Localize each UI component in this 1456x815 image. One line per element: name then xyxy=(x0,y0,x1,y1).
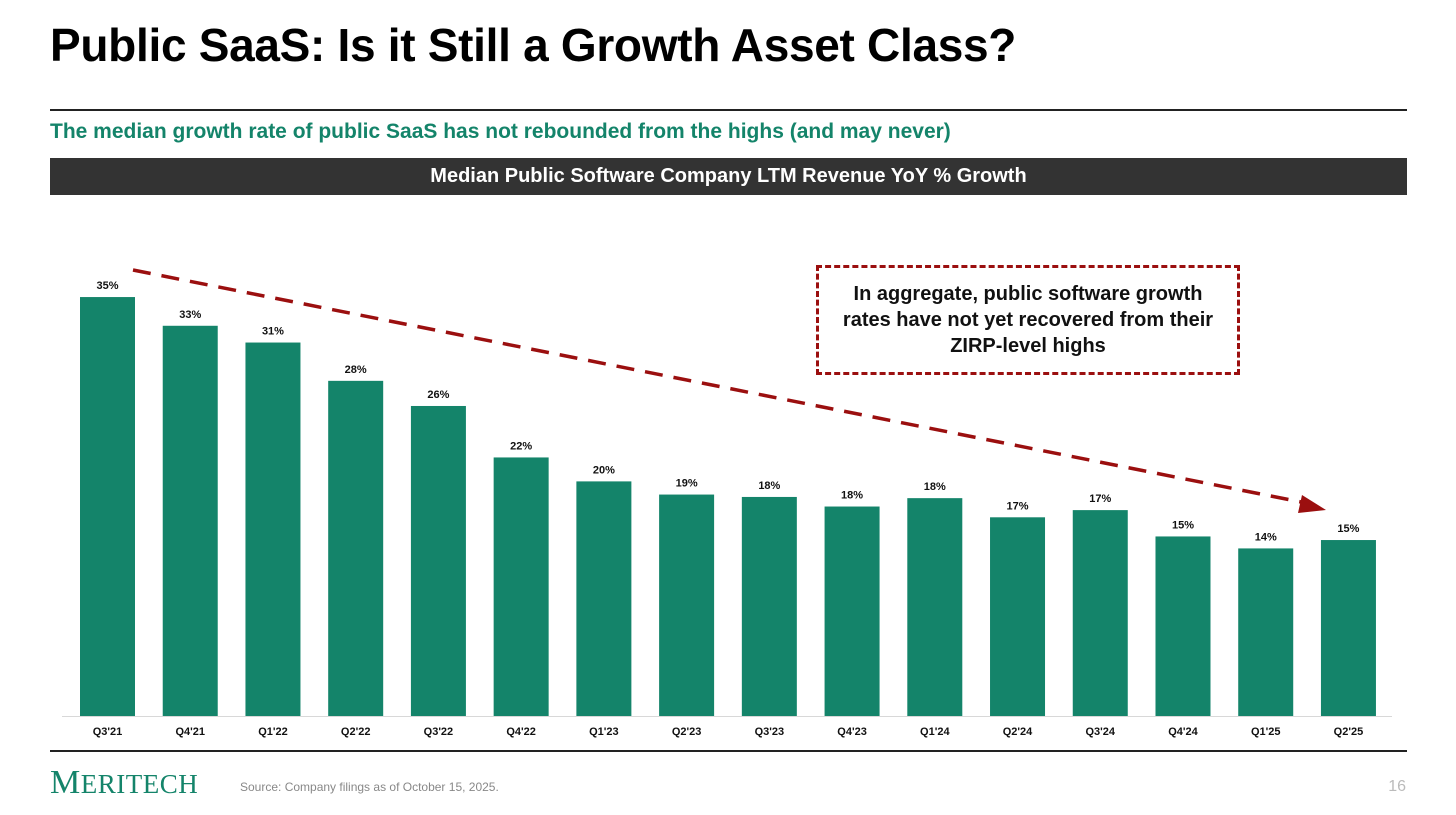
top-divider xyxy=(50,109,1407,111)
annotation-callout: In aggregate, public software growth rat… xyxy=(816,265,1240,375)
bottom-divider xyxy=(50,750,1407,752)
data-label: 35% xyxy=(96,280,118,292)
x-tick-label: Q4'21 xyxy=(175,726,205,738)
bar-Q4'24 xyxy=(1155,536,1211,716)
bar-Q4'21 xyxy=(162,325,218,716)
bar-Q4'22 xyxy=(493,457,549,716)
data-label: 20% xyxy=(593,464,615,476)
page-title: Public SaaS: Is it Still a Growth Asset … xyxy=(50,19,1017,71)
x-tick-label: Q1'25 xyxy=(1251,726,1281,738)
data-label: 22% xyxy=(510,440,532,452)
bar-Q3'22 xyxy=(410,405,466,716)
data-label: 17% xyxy=(1007,500,1029,512)
x-tick-label: Q2'22 xyxy=(341,726,371,738)
page-number: 16 xyxy=(1388,778,1406,795)
x-tick-label: Q2'24 xyxy=(1003,726,1033,738)
data-label: 26% xyxy=(427,389,449,401)
bar-Q2'24 xyxy=(990,517,1046,716)
x-tick-label: Q4'24 xyxy=(1168,726,1198,738)
data-label: 18% xyxy=(924,481,946,493)
data-label: 17% xyxy=(1089,493,1111,505)
bar-Q1'23 xyxy=(576,481,632,716)
data-label: 28% xyxy=(345,364,367,376)
data-label: 19% xyxy=(676,478,698,490)
x-tick-label: Q1'23 xyxy=(589,726,619,738)
bar-Q3'21 xyxy=(80,297,135,716)
subtitle: The median growth rate of public SaaS ha… xyxy=(50,120,951,143)
data-label: 15% xyxy=(1172,519,1194,531)
data-label: 18% xyxy=(841,490,863,502)
bar-Q2'22 xyxy=(328,380,384,716)
data-label: 33% xyxy=(179,309,201,321)
x-tick-label: Q1'22 xyxy=(258,726,288,738)
bar-Q1'25 xyxy=(1238,548,1294,716)
meritech-logo: MERITECH xyxy=(50,764,199,801)
trend-arrow-line xyxy=(132,268,1307,505)
bar-Q3'23 xyxy=(741,496,797,716)
data-label: 31% xyxy=(262,326,284,338)
data-label: 18% xyxy=(758,480,780,492)
x-tick-label: Q4'23 xyxy=(837,726,867,738)
x-tick-label: Q3'21 xyxy=(93,726,123,738)
chart-title: Median Public Software Company LTM Reven… xyxy=(50,158,1407,195)
bar-Q3'24 xyxy=(1072,510,1128,716)
x-tick-label: Q3'23 xyxy=(755,726,785,738)
x-tick-label: Q1'24 xyxy=(920,726,950,738)
bar-Q1'24 xyxy=(907,498,963,716)
bar-Q2'23 xyxy=(659,494,715,716)
x-tick-label: Q4'22 xyxy=(506,726,536,738)
x-tick-label: Q2'25 xyxy=(1334,726,1364,738)
data-label: 15% xyxy=(1337,523,1359,535)
data-label: 14% xyxy=(1255,531,1277,543)
bar-Q1'22 xyxy=(245,342,301,716)
x-tick-label: Q3'24 xyxy=(1085,726,1115,738)
x-tick-label: Q2'23 xyxy=(672,726,702,738)
trend-arrow-head xyxy=(1298,495,1326,513)
x-tick-label: Q3'22 xyxy=(424,726,454,738)
bar-Q2'25 xyxy=(1320,540,1376,716)
source-note: Source: Company filings as of October 15… xyxy=(240,780,499,794)
bar-Q4'23 xyxy=(824,506,880,716)
